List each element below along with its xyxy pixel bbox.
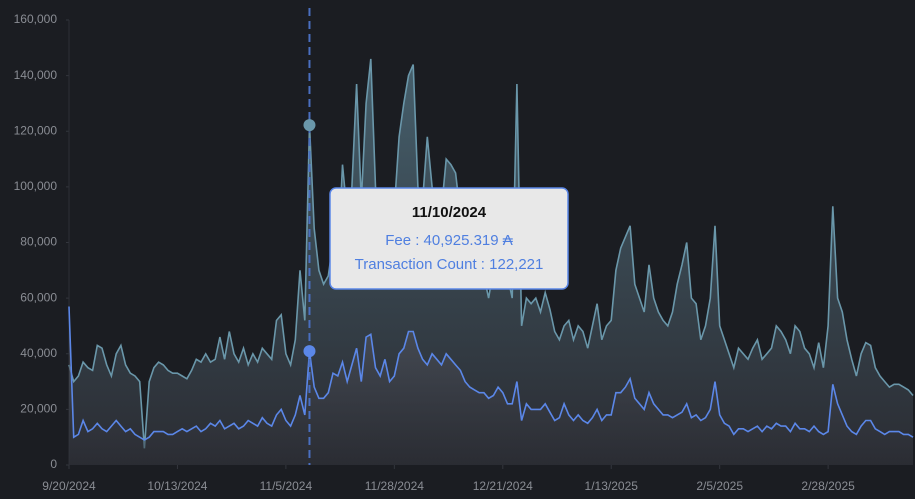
x-tick-label: 2/28/2025 (801, 479, 855, 493)
hover-dot (303, 119, 316, 132)
plot-area: 0 20,000 40,000 60,000 80,000 100,000 120,000 1… (14, 8, 914, 493)
x-tick-label: 12/21/2024 (473, 479, 533, 493)
y-tick-label: 20,000 (20, 402, 57, 416)
x-tick-label: 1/13/2025 (585, 479, 639, 493)
x-tick-label: 10/13/2024 (147, 479, 207, 493)
tooltip-line: Transaction Count : 122,221 (355, 256, 544, 273)
y-tick-label: 120,000 (14, 123, 58, 137)
y-tick-label: 160,000 (14, 12, 58, 26)
series-line (68, 306, 914, 441)
x-tick-label: 2/5/2025 (696, 479, 743, 493)
y-tick-label: 40,000 (20, 346, 57, 360)
x-tick-label: 11/28/2024 (365, 479, 424, 493)
y-tick-label: 60,000 (20, 290, 57, 304)
area-fill (69, 58, 913, 466)
y-tick-label: 140,000 (14, 68, 58, 82)
x-tick-label: 9/20/2024 (42, 479, 96, 493)
tooltip: 11/10/2024 Fee : 40,925.319 ₳ Transactio… (329, 187, 569, 290)
tooltip-title: 11/10/2024 (412, 204, 487, 221)
area-fill (69, 306, 913, 465)
hover-dot (303, 345, 316, 358)
y-tick-label: 0 (50, 457, 57, 471)
y-tick-label: 80,000 (20, 235, 57, 249)
y-tick-label: 100,000 (14, 179, 58, 193)
tooltip-box (329, 187, 569, 290)
tooltip-line: Fee : 40,925.319 ₳ (385, 232, 514, 249)
x-tick-label: 11/5/2024 (260, 479, 313, 493)
